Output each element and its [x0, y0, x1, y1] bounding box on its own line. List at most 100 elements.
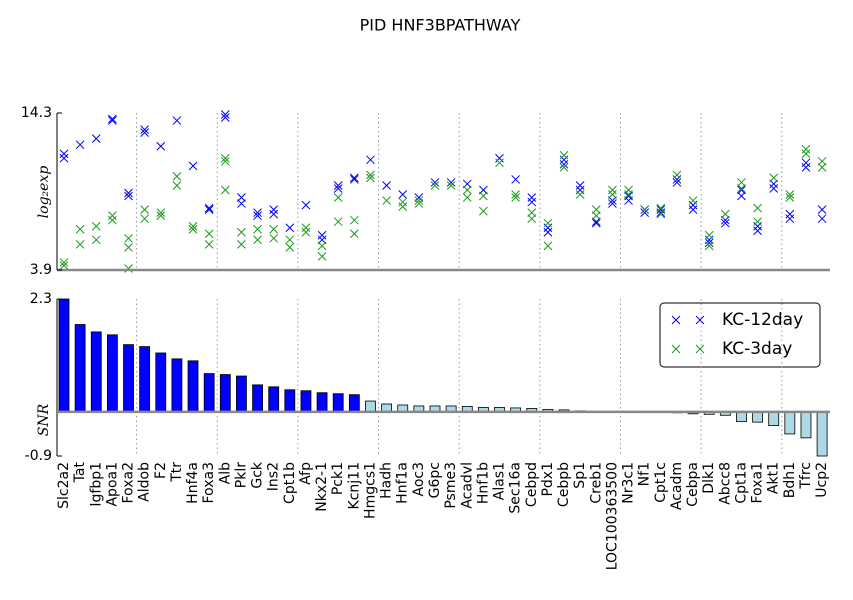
marker: [753, 226, 762, 236]
marker: [527, 193, 537, 202]
marker: [527, 214, 537, 224]
marker: [801, 149, 811, 159]
marker: [575, 181, 585, 190]
marker: [124, 191, 133, 201]
marker: [672, 178, 682, 187]
marker: [204, 203, 214, 213]
x-tick-label: G6pc: [427, 462, 443, 498]
marker: [382, 181, 391, 190]
x-tick-label: Acadvl: [459, 462, 475, 509]
marker: [253, 208, 262, 217]
marker: [172, 116, 182, 125]
marker: [75, 140, 85, 150]
x-tick-label: Aldob: [137, 462, 153, 502]
marker: [124, 188, 133, 198]
marker: [656, 209, 666, 219]
marker: [446, 178, 456, 187]
marker: [479, 206, 488, 216]
x-tick-label: Sec16a: [508, 462, 524, 514]
marker: [688, 196, 698, 205]
x-tick-label: Creb1: [588, 462, 604, 504]
x-tick-label: Slc2a2: [56, 462, 72, 509]
x-tick-label: Hmgcs1: [362, 462, 378, 519]
y-tick-label: -0.9: [25, 448, 52, 464]
x-tick-label: Igfbp1: [88, 462, 104, 507]
marker: [285, 223, 295, 233]
marker: [801, 158, 811, 168]
x-tick-label: Pdx1: [540, 462, 556, 497]
x-tick-label: Alas1: [492, 462, 508, 500]
marker: [172, 181, 182, 190]
x-tick-label: Bdh1: [782, 462, 798, 498]
marker: [785, 209, 795, 219]
marker: [753, 221, 762, 231]
marker: [543, 218, 553, 228]
x-tick-label: Tat: [72, 461, 88, 483]
marker: [737, 184, 746, 193]
bar: [74, 324, 86, 413]
marker: [140, 205, 150, 214]
x-tick-label: Foxa1: [750, 462, 766, 503]
marker: [220, 156, 230, 166]
marker: [59, 153, 69, 163]
marker: [817, 214, 827, 224]
marker: [817, 205, 827, 214]
marker: [124, 233, 133, 243]
marker: [253, 224, 262, 234]
legend-label: KC-12day: [722, 310, 803, 330]
marker: [220, 185, 230, 195]
marker: [785, 190, 795, 199]
marker: [59, 149, 69, 159]
marker: [188, 224, 198, 234]
marker: [301, 223, 311, 233]
marker: [414, 196, 424, 205]
marker: [720, 209, 730, 219]
x-tick-label: Afp: [298, 462, 314, 485]
x-tick-label: Foxa3: [201, 462, 217, 503]
marker: [140, 128, 150, 137]
x-tick-label: Ins2: [266, 462, 282, 491]
marker: [253, 235, 262, 245]
marker: [140, 214, 150, 224]
marker: [220, 153, 230, 163]
marker: [511, 193, 520, 202]
bar: [800, 411, 812, 439]
bar: [284, 389, 296, 413]
marker: [688, 200, 698, 210]
marker: [737, 191, 746, 201]
marker: [333, 184, 343, 193]
marker: [720, 218, 730, 228]
marker: [333, 217, 343, 227]
marker: [559, 162, 569, 172]
marker: [108, 211, 117, 221]
marker: [349, 229, 359, 239]
x-tick-label: Pck1: [330, 462, 346, 495]
x-tick-label: Cpt1c: [653, 462, 669, 503]
marker: [656, 208, 666, 217]
marker: [398, 190, 408, 199]
bar: [171, 358, 183, 413]
x-tick-label: Akt1: [766, 462, 782, 494]
marker: [704, 241, 714, 251]
bar: [816, 411, 828, 457]
marker: [124, 264, 133, 273]
marker: [769, 173, 779, 183]
marker: [785, 193, 795, 202]
chart-title: PID HNF3BPATHWAY: [360, 16, 521, 35]
bar: [187, 360, 199, 413]
marker: [269, 205, 279, 214]
bar: [90, 331, 102, 413]
x-tick-label: Apoa1: [104, 462, 120, 507]
marker: [559, 159, 569, 169]
marker: [624, 185, 633, 195]
marker: [124, 243, 133, 252]
marker: [640, 205, 650, 214]
legend-marker: [671, 344, 705, 354]
x-tick-label: Cebpd: [524, 462, 540, 507]
bar: [219, 374, 231, 413]
x-tick-label: Acadm: [669, 462, 685, 510]
x-tick-label: Sp1: [572, 462, 588, 489]
marker: [511, 190, 520, 199]
x-tick-label: Aoc3: [411, 462, 427, 497]
marker: [108, 215, 117, 225]
